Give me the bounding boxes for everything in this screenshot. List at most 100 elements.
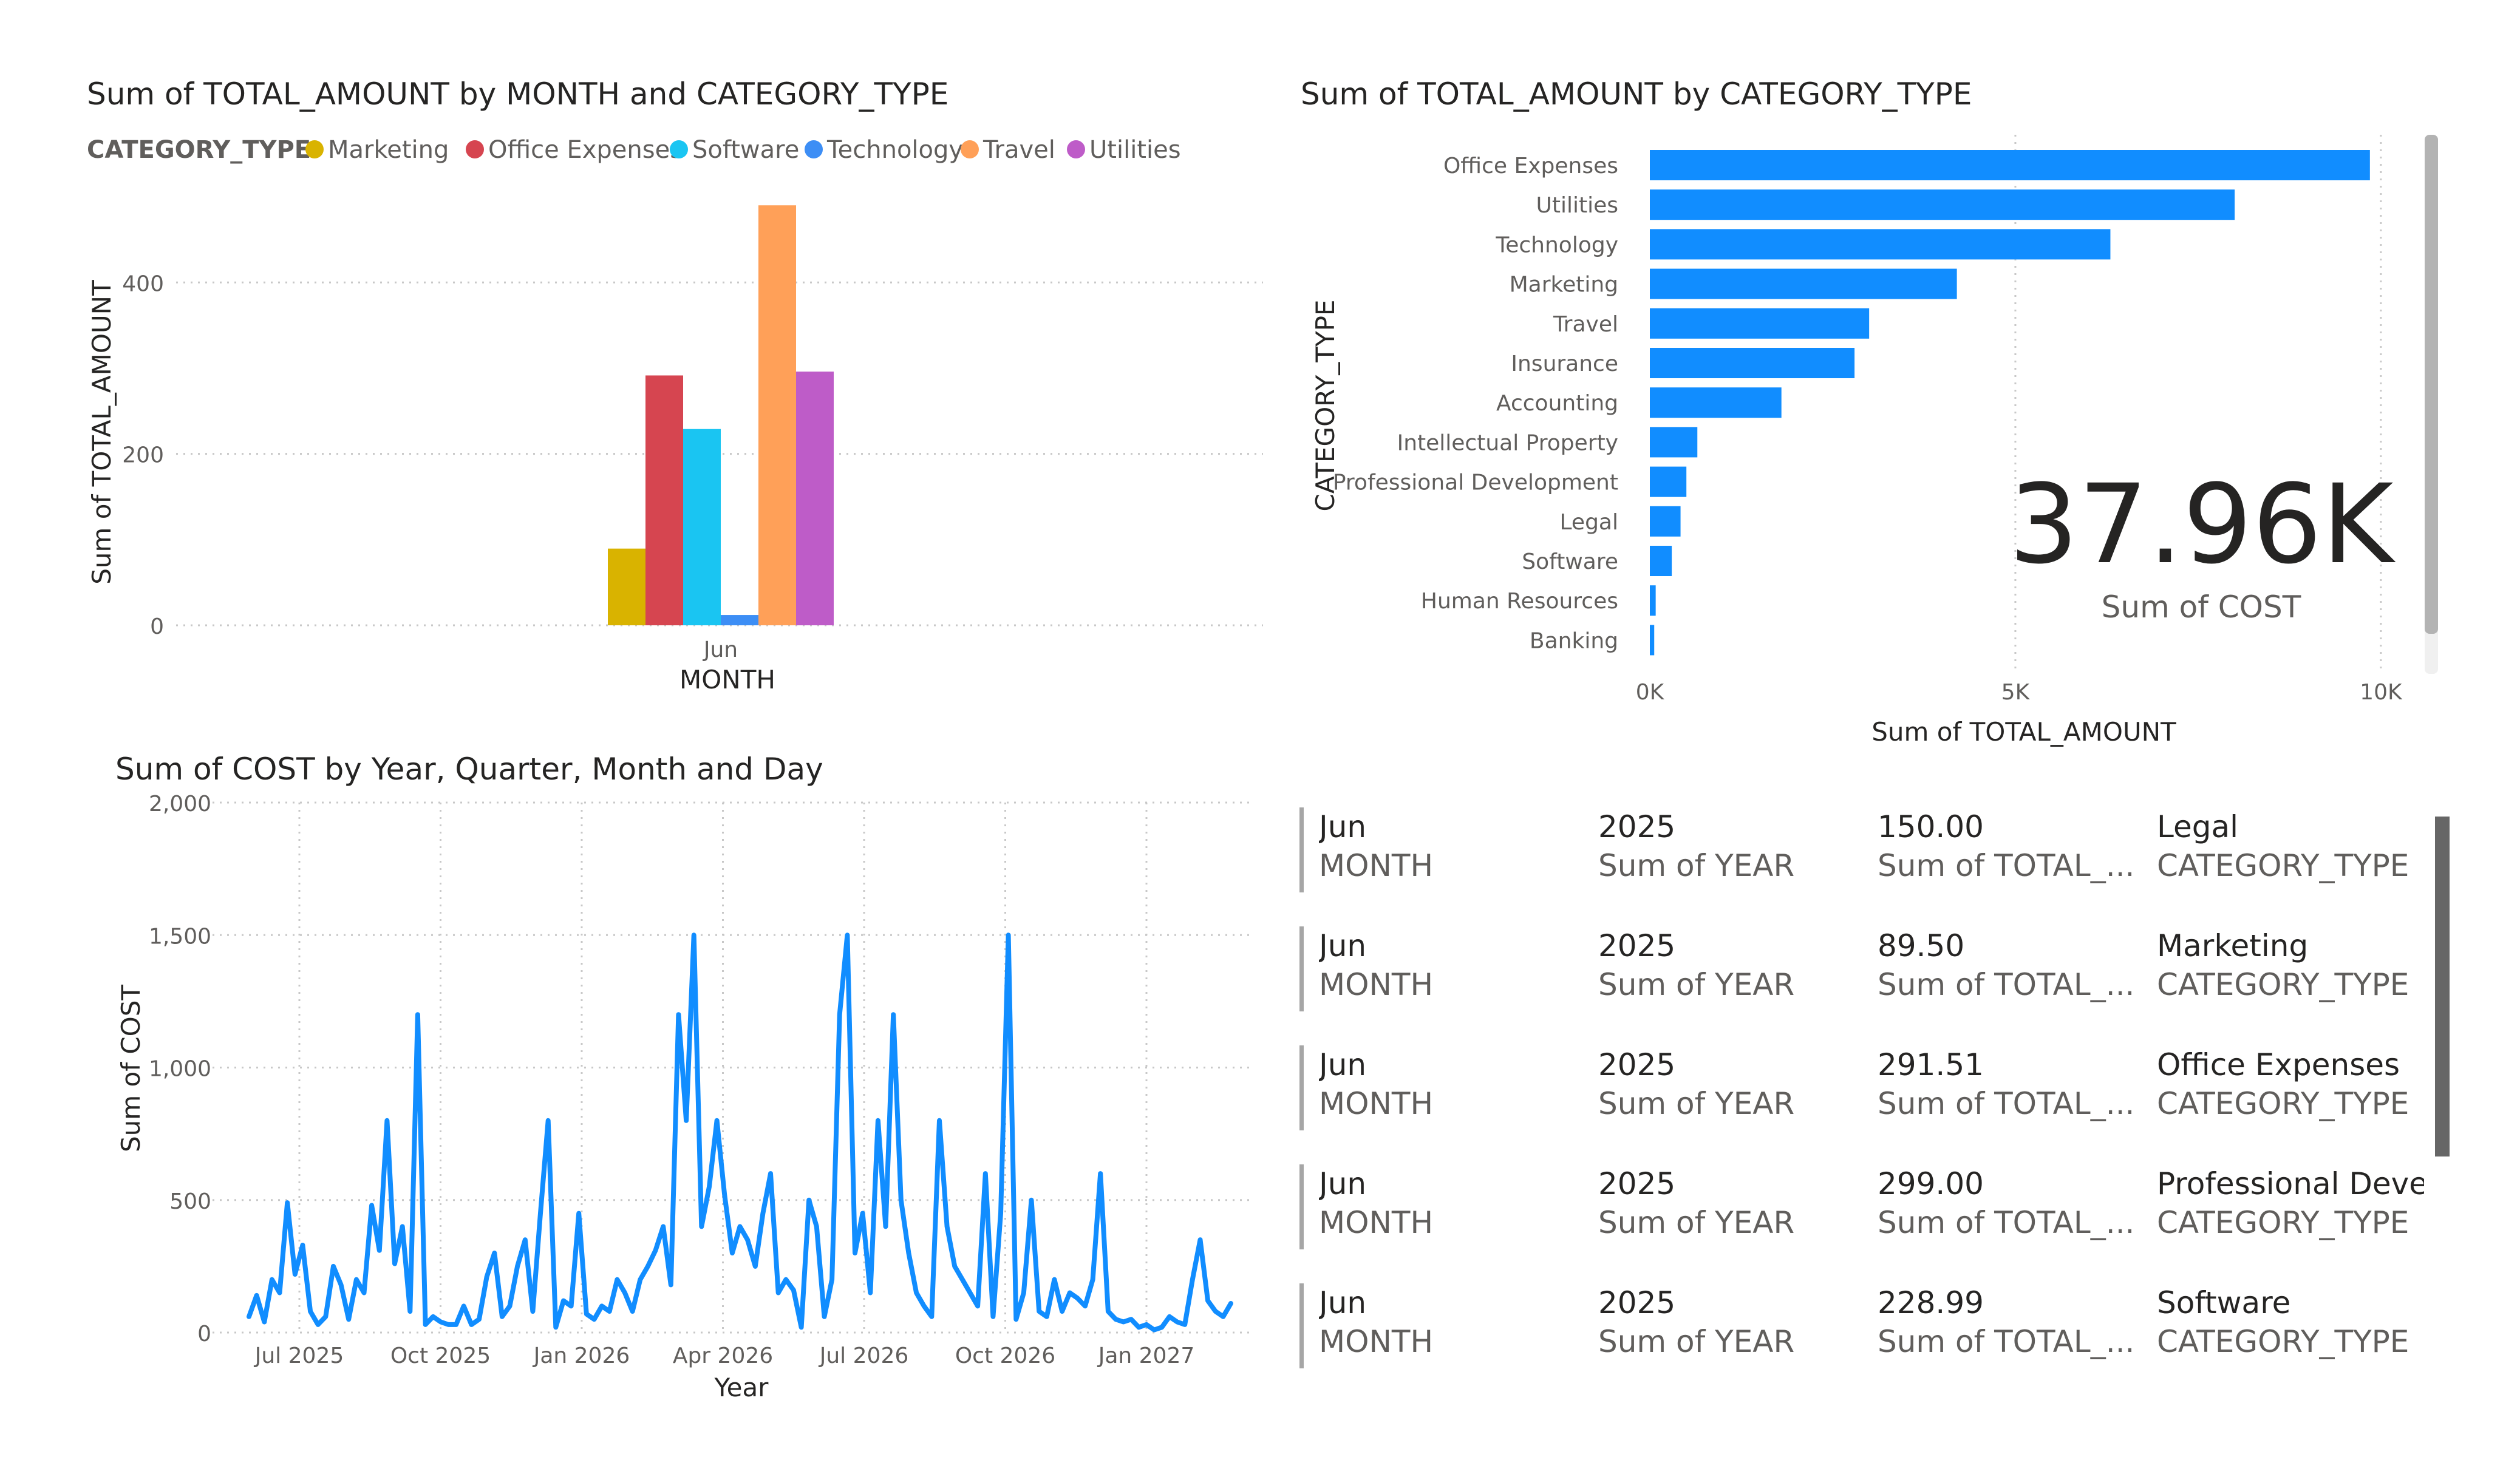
cell-month: Jun MONTH [1319,1045,1586,1123]
bar-office-expenses[interactable] [645,375,683,625]
table-row[interactable]: Jun MONTH 2025 Sum of YEAR 150.00 Sum of TOTA… [1299,807,2411,892]
chart-title: Sum of TOTAL_AMOUNT by MONTH and CATEGOR… [87,76,948,112]
bar[interactable] [1650,189,2235,220]
x-tick-label: Jan 2027 [1097,1343,1195,1368]
bar-technology[interactable] [721,615,758,625]
bar[interactable] [1650,308,1870,339]
bar-utilities[interactable] [796,372,834,625]
x-tick-label: 0K [1636,680,1665,705]
cell-value: 2025 [1598,809,1676,844]
cell-value: Jun [1319,1166,1367,1201]
y-tick-label: 1,500 [149,924,211,949]
x-axis-label: Year [714,1373,769,1402]
category-label: Technology [1495,233,1618,257]
cell-label: CATEGORY_TYPE [2157,848,2409,883]
cell-label: Sum of TOTAL_... [1878,967,2135,1002]
category-label: Accounting [1496,391,1618,416]
cost-over-time-chart[interactable]: Sum of COST by Year, Quarter, Month and … [0,728,1287,1457]
cost-series-line [247,932,1233,1333]
cell-label: Sum of YEAR [1598,1086,1795,1121]
cell-value: Software [2157,1285,2291,1320]
bar[interactable] [1650,150,2370,180]
cell-label: MONTH [1319,1205,1434,1240]
row-accent-bar [1299,1045,1304,1130]
legend-item[interactable]: Technology [805,136,963,164]
chart-title: Sum of TOTAL_AMOUNT by CATEGORY_TYPE [1301,76,1972,112]
bar[interactable] [1650,625,1655,656]
scrollbar-thumb[interactable] [2425,135,2438,634]
bar[interactable] [1650,466,1687,497]
cell-label: Sum of TOTAL_... [1878,1086,2135,1121]
bar[interactable] [1650,387,1782,418]
category-label: Human Resources [1421,589,1618,614]
cell-category: Marketing CATEGORY_TYPE [2157,926,2424,1004]
bar[interactable] [1650,229,2111,260]
legend-item[interactable]: Utilities [1067,136,1181,164]
amount-by-category-chart[interactable]: Sum of TOTAL_AMOUNT by CATEGORY_TYPE Off… [1287,0,2520,759]
cell-value: Jun [1319,928,1367,963]
category-by-month-chart[interactable]: Sum of TOTAL_AMOUNT by MONTH and CATEGOR… [0,0,1287,728]
bar[interactable] [1650,546,1672,576]
bar-travel[interactable] [758,205,796,625]
kpi-value: 37.96K [2009,461,2394,588]
category-label: Intellectual Property [1397,430,1618,455]
chart-title: Sum of COST by Year, Quarter, Month and … [115,752,823,787]
y-tick-label: 400 [122,271,164,296]
cell-label: Sum of YEAR [1598,1205,1795,1240]
cell-value: 2025 [1598,1047,1676,1082]
cell-value: Jun [1319,1047,1367,1082]
x-tick-label: 5K [2001,680,2031,705]
bar[interactable] [1650,348,1855,378]
table-row[interactable]: Jun MONTH 2025 Sum of YEAR 291.51 Sum of TOTA… [1299,1045,2411,1130]
x-axis-label: MONTH [679,665,775,695]
category-label: Software [1522,549,1618,574]
category-label: Office Expenses [1443,154,1618,178]
row-accent-bar [1299,1283,1304,1368]
scrollbar-thumb[interactable] [2435,817,2450,1156]
legend-marker [961,140,979,158]
legend-item[interactable]: Marketing [305,136,449,164]
y-tick-label: 1,000 [149,1057,211,1082]
cell-value: 150.00 [1878,809,1984,844]
cell-month: Jun MONTH [1319,1283,1586,1361]
category-label: Utilities [1536,193,1619,218]
cell-value: Professional Devel... [2157,1166,2424,1201]
table-row[interactable]: Jun MONTH 2025 Sum of YEAR 89.50 Sum of TOTAL… [1299,926,2411,1011]
bar-marketing[interactable] [608,548,645,625]
cell-value: 2025 [1598,928,1676,963]
cell-label: Sum of YEAR [1598,848,1795,883]
table-row[interactable]: Jun MONTH 2025 Sum of YEAR 228.99 Sum of TOTA… [1299,1283,2411,1368]
legend-item[interactable]: Office Expenses [466,136,683,164]
x-tick-label: Oct 2026 [955,1343,1055,1368]
cell-category: Legal CATEGORY_TYPE [2157,807,2424,885]
cell-month: Jun MONTH [1319,807,1586,885]
row-accent-bar [1299,1164,1304,1249]
bar[interactable] [1650,585,1656,616]
kpi-label: Sum of COST [2101,589,2301,625]
table-row[interactable]: Jun MONTH 2025 Sum of YEAR 299.00 Sum of TOTA… [1299,1164,2424,1249]
cell-category: Software CATEGORY_TYPE [2157,1283,2424,1361]
kpi-card: 37.96K Sum of COST [2004,461,2399,644]
x-tick-label: Jul 2026 [819,1343,909,1368]
legend-item[interactable]: Travel [961,136,1055,164]
cell-year: 2025 Sum of YEAR [1598,1283,1865,1361]
legend-marker [670,140,688,158]
cell-month: Jun MONTH [1319,1164,1586,1242]
cell-label: Sum of YEAR [1598,1324,1795,1359]
y-tick-label: 500 [169,1189,211,1214]
cell-label: CATEGORY_TYPE [2157,967,2409,1002]
cell-amount: 89.50 Sum of TOTAL_... [1878,926,2145,1004]
bar[interactable] [1650,268,1957,299]
y-tick-label: 200 [122,443,164,468]
category-label: Legal [1560,510,1619,535]
legend-item[interactable]: Software [670,136,799,164]
bar[interactable] [1650,506,1681,537]
cell-year: 2025 Sum of YEAR [1598,1164,1865,1242]
category-label: Professional Development [1333,470,1618,495]
y-tick-label: 2,000 [149,792,211,817]
bar[interactable] [1650,427,1698,458]
bar-software[interactable] [683,429,721,625]
y-tick-label: 0 [197,1322,211,1347]
cell-year: 2025 Sum of YEAR [1598,1045,1865,1123]
cell-amount: 299.00 Sum of TOTAL_... [1878,1164,2145,1242]
